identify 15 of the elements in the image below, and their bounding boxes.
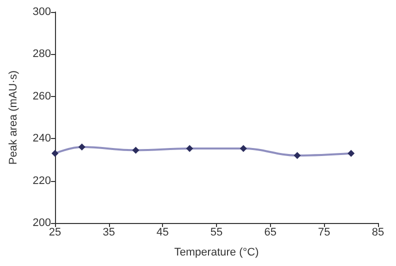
x-tick-label: 35: [102, 226, 115, 238]
x-tick-label: 45: [156, 226, 169, 238]
y-axis-title: Peak area (mAU·s): [8, 70, 20, 165]
x-tick-label: 65: [264, 226, 276, 238]
y-tick-label: 280: [32, 48, 51, 60]
y-tick-label: 240: [32, 132, 51, 145]
x-tick-label: 55: [210, 226, 223, 238]
y-tick-label: 260: [32, 90, 51, 102]
x-tick-label: 85: [372, 226, 384, 238]
x-tick-label: 25: [48, 226, 62, 238]
y-tick-label: 220: [32, 174, 51, 187]
y-tick-label: 300: [32, 6, 51, 18]
y-tick-label: 200: [32, 217, 51, 229]
x-axis-title: Temperature (°C): [174, 246, 259, 258]
x-tick-label: 75: [318, 226, 330, 238]
